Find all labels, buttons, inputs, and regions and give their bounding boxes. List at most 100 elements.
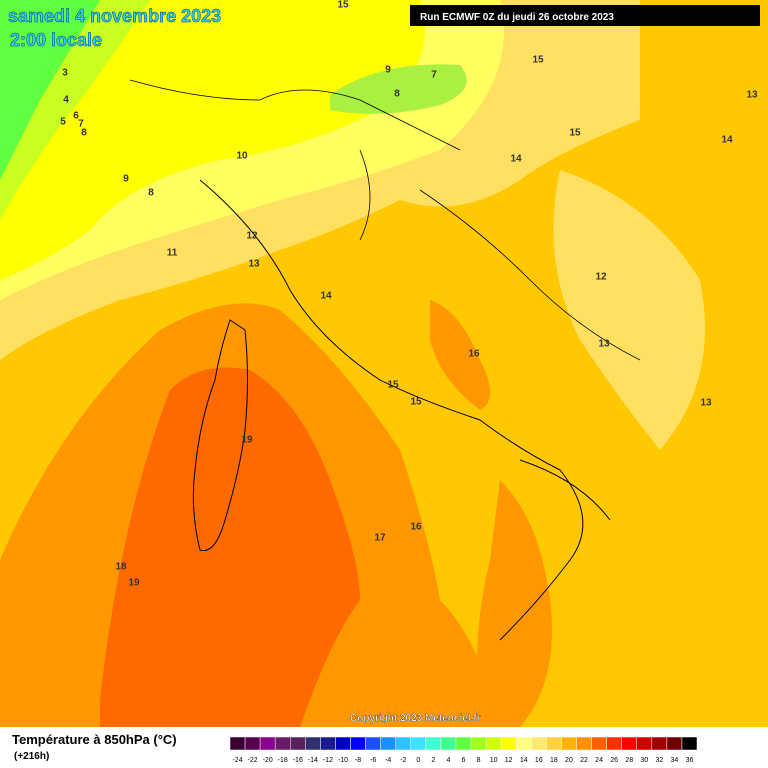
lead-time: (+216h) (14, 751, 49, 762)
contour-label: 5 (60, 117, 66, 128)
contour-label: 14 (320, 291, 332, 302)
legend-swatch (455, 736, 472, 751)
coastline (199, 179, 611, 641)
legend-tick-label: -2 (400, 757, 406, 764)
legend-swatch (244, 736, 261, 751)
legend-swatch (440, 736, 457, 751)
contour-label: 8 (81, 128, 87, 139)
contour-label: 16 (410, 522, 422, 533)
legend-swatch (410, 736, 427, 751)
field-8 (330, 64, 467, 114)
legend-swatch (425, 736, 442, 751)
legend-swatch (681, 736, 698, 751)
legend-swatch (500, 736, 517, 751)
legend-tick-label: -24 (232, 757, 242, 764)
contour-label: 9 (123, 174, 129, 185)
legend-tick-label: -16 (293, 757, 303, 764)
field-4 (0, 0, 100, 180)
copyright: Copyright 2023 Meteociel.fr (350, 713, 481, 724)
legend-tick-label: 16 (535, 757, 543, 764)
contour-label: 3 (62, 68, 68, 79)
contour-label: 6 (73, 111, 79, 122)
legend-swatch (515, 736, 532, 751)
legend-swatch (335, 736, 351, 751)
borders (129, 79, 641, 361)
legend-swatch (470, 736, 487, 751)
contour-label: 12 (246, 231, 258, 242)
legend-swatch (305, 736, 321, 751)
legend-swatch (666, 736, 683, 751)
contour-label: 12 (595, 272, 607, 283)
legend-tick-label: 34 (671, 757, 679, 764)
contour-label: 13 (598, 339, 610, 350)
contour-label: 15 (410, 397, 422, 408)
field-18b (476, 480, 552, 727)
contour-label: 15 (387, 380, 399, 391)
contour-label: 8 (394, 89, 400, 100)
legend-tick-label: 28 (625, 757, 633, 764)
contour-label: 14 (510, 154, 522, 165)
legend-tick-label: -20 (263, 757, 273, 764)
map-subtitle: 2:00 locale (10, 30, 102, 50)
legend-swatch (350, 736, 366, 751)
contour-label: 11 (167, 248, 178, 259)
contour-label: 18 (115, 562, 127, 573)
field-20 (100, 367, 360, 727)
legend-tick-label: 18 (550, 757, 558, 764)
contour-label: 8 (148, 188, 154, 199)
run-box (410, 5, 760, 26)
contour-label: 19 (128, 578, 140, 589)
legend-swatch (259, 736, 276, 751)
legend-tick-label: 6 (462, 757, 466, 764)
legend-tick-label: -10 (338, 757, 348, 764)
contour-label: 15 (569, 128, 581, 139)
contour-label: 13 (700, 398, 712, 409)
contour-label: 16 (468, 349, 480, 360)
legend-swatch (274, 736, 291, 751)
legend-tick-label: 12 (505, 757, 513, 764)
legend-swatch (380, 736, 396, 751)
legend-tick-label: -22 (248, 757, 258, 764)
contour-label: 7 (431, 70, 437, 81)
legend-swatch (290, 736, 306, 751)
contour-label: 10 (236, 151, 248, 162)
legend-swatch (546, 736, 562, 751)
field-16b (430, 300, 490, 410)
legend-tick-label: -4 (385, 757, 391, 764)
legend-swatch (395, 736, 412, 751)
legend-tick-label: 0 (416, 757, 420, 764)
legend-swatch (591, 736, 607, 751)
field-10 (0, 0, 425, 280)
legend-tick-label: 10 (490, 757, 498, 764)
legend-tick-label: 22 (580, 757, 588, 764)
legend-swatch (531, 736, 547, 751)
legend-tick-label: 2 (431, 757, 435, 764)
islands (192, 319, 248, 552)
contour-label: 15 (532, 55, 544, 66)
legend-swatch (621, 736, 637, 751)
contour-label: 4 (63, 95, 69, 106)
legend-swatch (606, 736, 622, 751)
legend-tick-label: -8 (355, 757, 361, 764)
contour-label: 14 (721, 135, 733, 146)
legend-swatch (651, 736, 668, 751)
legend-tick-label: -6 (370, 757, 376, 764)
run-info: Run ECMWF 0Z du jeudi 26 octobre 2023 (420, 12, 614, 23)
contour-label: 13 (746, 90, 758, 101)
legend-tick-label: -12 (323, 757, 333, 764)
legend-tick-label: 24 (595, 757, 603, 764)
legend-tick-label: 30 (640, 757, 648, 764)
legend-tick-label: 26 (610, 757, 618, 764)
legend-tick-label: 32 (655, 757, 663, 764)
map-title: samedi 4 novembre 2023 (8, 6, 221, 26)
legend-swatch (320, 736, 336, 751)
contour-label: 7 (78, 119, 84, 130)
legend-title: Température à 850hPa (°C) (12, 732, 177, 747)
legend-tick-label: 8 (477, 757, 481, 764)
field-east (553, 170, 705, 450)
legend-swatch (365, 736, 381, 751)
legend-tick-label: 14 (520, 757, 528, 764)
legend-tick-label: 36 (686, 757, 694, 764)
legend-swatch (485, 736, 502, 751)
